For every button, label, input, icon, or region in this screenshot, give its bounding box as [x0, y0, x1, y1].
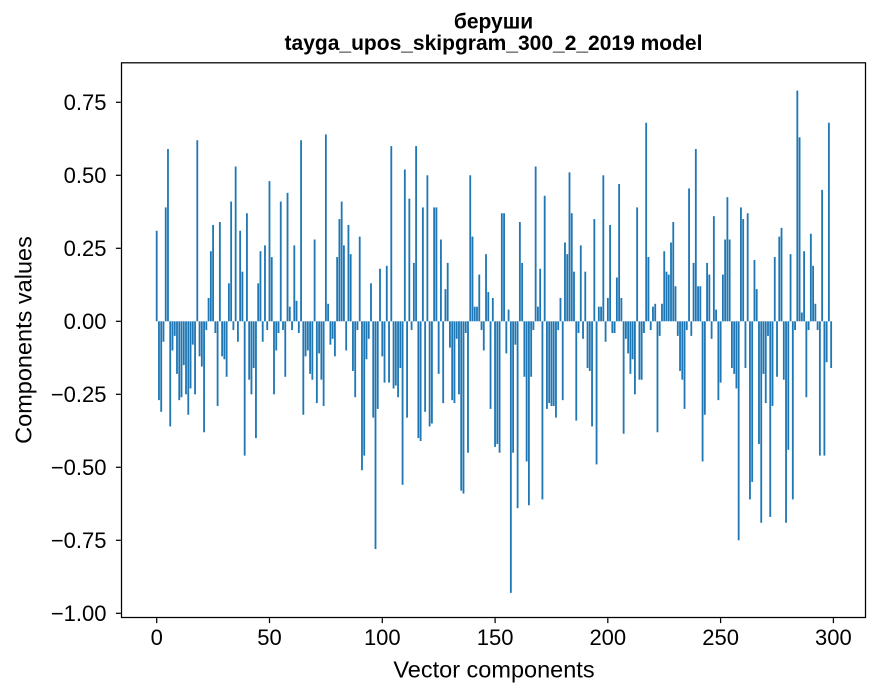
- svg-text:−1.00: −1.00: [51, 601, 107, 626]
- svg-text:0.00: 0.00: [64, 309, 107, 334]
- svg-text:300: 300: [815, 625, 852, 650]
- svg-text:150: 150: [477, 625, 514, 650]
- svg-text:0.75: 0.75: [64, 90, 107, 115]
- svg-text:−0.25: −0.25: [51, 382, 107, 407]
- svg-text:0.25: 0.25: [64, 236, 107, 261]
- svg-text:0: 0: [151, 625, 163, 650]
- svg-text:200: 200: [589, 625, 626, 650]
- svg-text:−0.75: −0.75: [51, 528, 107, 553]
- svg-text:0.50: 0.50: [64, 163, 107, 188]
- svg-text:tayga_upos_skipgram_300_2_2019: tayga_upos_skipgram_300_2_2019 model: [285, 32, 703, 55]
- svg-text:беруши: беруши: [454, 10, 533, 33]
- svg-text:Components values: Components values: [11, 236, 37, 444]
- svg-text:100: 100: [364, 625, 401, 650]
- svg-text:50: 50: [257, 625, 281, 650]
- svg-text:Vector components: Vector components: [393, 657, 594, 683]
- svg-text:−0.50: −0.50: [51, 455, 107, 480]
- svg-text:250: 250: [702, 625, 739, 650]
